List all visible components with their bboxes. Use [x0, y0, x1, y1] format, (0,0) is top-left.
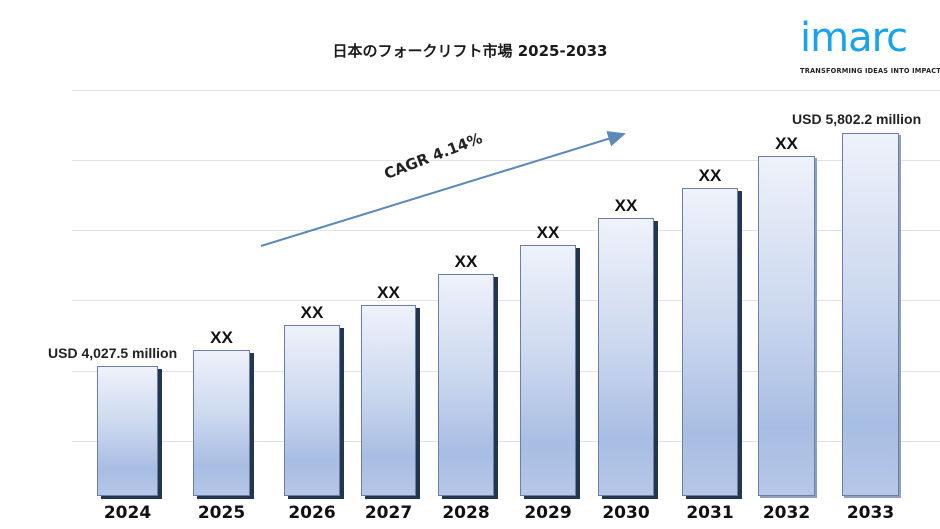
x-axis-label: 2027 [364, 503, 413, 523]
gridline [72, 160, 940, 161]
x-axis-label: 2029 [524, 503, 572, 523]
gridline [72, 300, 940, 301]
x-axis-label: 2030 [602, 503, 650, 523]
end-value-label: USD 5,802.2 million [792, 111, 922, 127]
value-label: XX [614, 196, 638, 215]
x-axis-label: 2024 [103, 503, 152, 523]
x-axis-label: 2031 [686, 503, 734, 523]
bar-2027 [361, 305, 416, 496]
gridline [72, 90, 940, 91]
value-label: XX [377, 283, 400, 302]
x-axis-label: 2026 [288, 503, 336, 523]
bar-2032 [758, 156, 815, 496]
bar-2024 [97, 366, 158, 496]
start-value-label: USD 4,027.5 million [48, 345, 178, 361]
x-axis-label: 2032 [762, 503, 811, 523]
value-label: XX [300, 303, 324, 322]
value-label: XX [536, 223, 560, 242]
value-label: XX [454, 252, 478, 271]
x-axis-label: 2033 [846, 503, 895, 523]
bar-2033 [842, 133, 899, 496]
gridline [72, 230, 940, 231]
bar-2028 [438, 274, 494, 496]
value-label: XX [698, 166, 722, 185]
chart-title: 日本のフォークリフト市場 2025-2033 [332, 42, 608, 60]
gridline [72, 371, 940, 372]
logo-wordmark: imarc [800, 15, 908, 61]
value-label: XX [210, 328, 233, 347]
x-axis-label: 2028 [442, 503, 490, 523]
x-axis-label: 2025 [197, 503, 246, 523]
bar-2025 [193, 350, 250, 496]
bar-2029 [520, 245, 576, 496]
bar-2026 [284, 325, 340, 496]
logo-tagline: TRANSFORMING IDEAS INTO IMPACT [800, 67, 940, 75]
bar-2031 [682, 188, 738, 496]
gridline [72, 441, 940, 442]
value-label: XX [775, 134, 798, 153]
bar-2030 [598, 218, 654, 496]
